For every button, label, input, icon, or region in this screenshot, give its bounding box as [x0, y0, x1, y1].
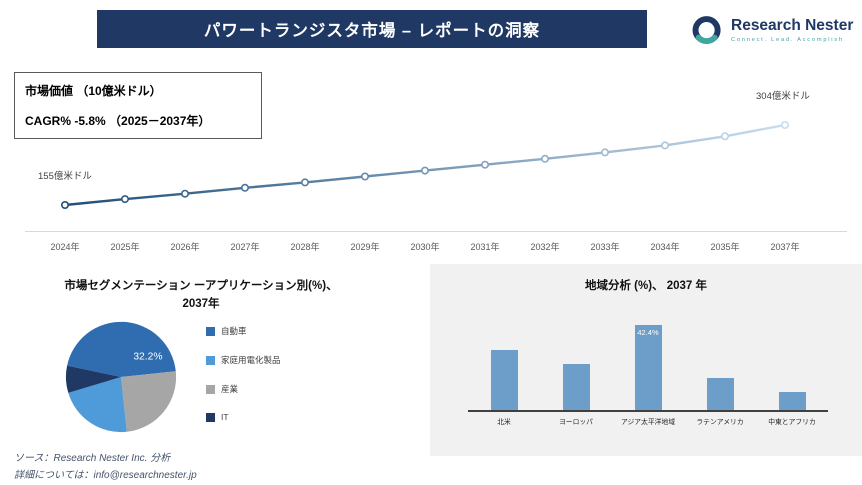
bar-category-label: アジア太平洋地域: [620, 419, 676, 426]
line-point: [600, 148, 609, 157]
bar-北米: [490, 350, 518, 410]
bar-category-label: ラテンアメリカ: [696, 419, 744, 426]
logo-tagline: Connect. Lead. Accomplish: [731, 37, 844, 43]
region-title: 地域分析 (%)、 2037 年: [584, 280, 708, 292]
legend-swatch-icon: [206, 384, 215, 394]
pie-slice-IT: [65, 365, 121, 393]
legend-item: 産業: [206, 383, 281, 395]
line-series: [64, 123, 786, 207]
line-point: [660, 141, 669, 150]
pie-data-label: 32.2%: [133, 352, 162, 363]
source-line: ソース：Research Nester Inc. 分析: [14, 453, 171, 464]
bar-ラテンアメリカ: [706, 378, 734, 410]
x-axis-label: 2026年: [170, 242, 200, 252]
pie-slice-産業: [121, 371, 177, 432]
x-axis-label: 2028年: [290, 242, 320, 252]
bar-column: [684, 378, 756, 410]
line-point: [780, 121, 789, 130]
line-end-value-label: 304億米ドル: [756, 91, 810, 102]
x-axis-label: 2025年: [110, 242, 140, 252]
x-axis-label: 2034年: [650, 242, 680, 252]
source-footer: ソース：Research Nester Inc. 分析 詳細については：info…: [14, 451, 197, 484]
segmentation-title-line1: 市場セグメンテーション ーアプリケーション別(%)、: [64, 280, 338, 292]
bar-category-label: ヨーロッパ: [559, 419, 593, 426]
line-point: [420, 166, 429, 175]
segmentation-title-line2: 2037年: [182, 298, 220, 311]
bar-ヨーロッパ: [562, 364, 590, 410]
legend-item: 自動車: [206, 325, 281, 337]
bar-category-labels: 北米 ヨーロッパ アジア太平洋地域 ラテンアメリカ 中東とアフリカ: [468, 416, 828, 426]
x-axis-label: 2037年: [770, 242, 800, 252]
line-point: [540, 154, 549, 163]
x-axis-label: 2029年: [350, 242, 380, 252]
legend-item: IT: [206, 412, 281, 422]
bar-category-label: 北米: [497, 419, 511, 426]
page-title: パワートランジスタ市場 – レポートの洞察: [203, 22, 541, 40]
bar-アジア太平洋地域: 42.4%: [634, 325, 662, 410]
bar-column: [540, 364, 612, 410]
bar-data-label: 42.4%: [637, 328, 659, 338]
x-axis-label: 2033年: [590, 242, 620, 252]
x-axis-label: 2027年: [230, 242, 260, 252]
bar-column: [756, 392, 828, 410]
cagr-label: CAGR% -5.8% （2025－2037年）: [25, 114, 211, 128]
pie-slice-自動車: [67, 321, 176, 377]
market-value-box: 市場価値 （10億米ドル） CAGR% -5.8% （2025－2037年）: [14, 72, 262, 139]
segmentation-title: 市場セグメンテーション ーアプリケーション別(%)、 2037年: [55, 277, 347, 314]
bar-中東とアフリカ: [778, 392, 806, 410]
research-nester-logo-icon: [692, 16, 721, 45]
market-value-label: 市場価値 （10億米ドル）: [25, 84, 162, 98]
application-pie-chart: 32.2%: [65, 321, 177, 433]
market-value-line-chart: [60, 121, 789, 210]
x-axis-labels: 2024年 2025年 2026年 2027年 2028年 2029年 2030年 2031年…: [0, 240, 862, 254]
bar-column: [468, 350, 540, 410]
bar-category-label: 中東とアフリカ: [768, 419, 816, 426]
line-point: [480, 160, 489, 169]
legend-label: 産業: [221, 384, 239, 394]
legend-label: 自動車: [221, 326, 247, 336]
bar-column: 42.4%: [612, 325, 684, 410]
line-start-value-label: 155億米ドル: [38, 171, 92, 182]
contact-line: 詳細については：info@researchnester.jp: [14, 469, 197, 481]
line-point: [720, 132, 729, 141]
logo-brand-name: Research Nester: [731, 17, 854, 34]
line-point: [121, 195, 130, 204]
legend-item: 家庭用電化製品: [206, 354, 281, 366]
x-axis-label: 2030年: [410, 242, 440, 252]
x-axis-line: [25, 231, 847, 232]
x-axis-label: 2032年: [530, 242, 560, 252]
line-point: [60, 201, 69, 210]
title-banner: パワートランジスタ市場 – レポートの洞察: [97, 10, 647, 48]
line-point: [300, 178, 309, 187]
x-axis-label: 2035年: [710, 242, 740, 252]
line-point: [181, 189, 190, 198]
logo-text: Research Nester Connect. Lead. Accomplis…: [731, 17, 853, 43]
region-analysis-panel: 地域分析 (%)、 2037 年 42.4% 北米 ヨーロッパ アジア太平洋地域 ラテ…: [430, 264, 862, 456]
legend-swatch-icon: [206, 355, 215, 365]
legend-swatch-icon: [206, 326, 215, 336]
pie-slice-家庭用電化製品: [68, 377, 127, 433]
bars-area: 42.4%: [468, 312, 828, 412]
brand-logo: Research Nester Connect. Lead. Accomplis…: [690, 13, 853, 47]
pie-legend: 自動車家庭用電化製品 産業 IT: [206, 325, 281, 439]
line-point: [241, 183, 250, 192]
legend-label: 家庭用電化製品: [221, 355, 281, 365]
legend-label: IT: [221, 412, 229, 422]
region-bar-chart: 42.4% 北米 ヨーロッパ アジア太平洋地域 ラテンアメリカ 中東とアフリカ: [468, 312, 828, 426]
legend-swatch-icon: [206, 412, 215, 422]
x-axis-label: 2024年: [50, 242, 80, 252]
x-axis-label: 2031年: [470, 242, 500, 252]
line-point: [360, 172, 369, 181]
